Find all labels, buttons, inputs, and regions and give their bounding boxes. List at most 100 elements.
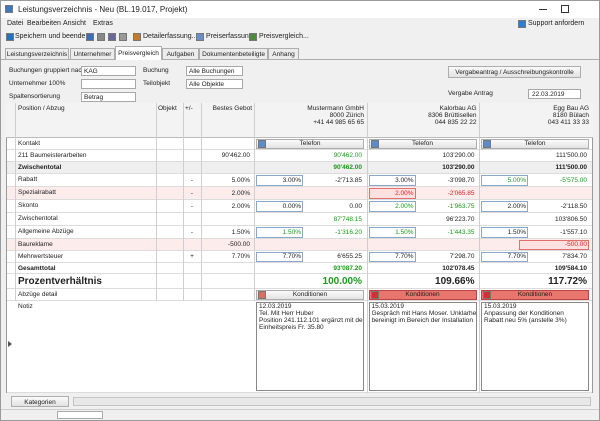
support-link[interactable]: Support anfordern [528, 20, 585, 27]
tab[interactable]: Leistungsverzeichnis [5, 48, 69, 59]
contact-button[interactable] [256, 139, 364, 149]
best-offer: 7.70% [231, 253, 250, 260]
amount-value: 109'584.10 [554, 265, 587, 272]
contact-button[interactable] [368, 139, 477, 149]
row-label: Skonto [18, 202, 39, 209]
percent-input[interactable] [481, 175, 528, 186]
percent-input[interactable] [256, 227, 303, 238]
icon [5, 5, 13, 13]
combo[interactable]: KAG [81, 66, 136, 76]
column-line [183, 103, 184, 301]
grid-row [7, 213, 592, 226]
company-name: Egg Bau AG [553, 105, 589, 112]
note-line: bereinigt im Bereich der Installation [371, 317, 474, 324]
amount-value: 111'500.00 [555, 164, 587, 171]
close-button[interactable] [583, 4, 593, 14]
contact-button[interactable] [481, 139, 589, 149]
column-line [367, 103, 368, 301]
row-label: Notiz [18, 303, 33, 310]
grid-row [7, 263, 592, 274]
toolbar-button[interactable]: Detailerfassung... [143, 33, 195, 40]
icon [518, 20, 526, 28]
note-line: 15.03.2019 [371, 303, 405, 310]
row-sign: - [190, 229, 194, 236]
percent-input[interactable] [256, 175, 303, 186]
award-button[interactable]: Vergabeantrag / Ausschreibungskontrolle [448, 66, 581, 78]
toolbar-button[interactable]: Preisvergleich... [259, 33, 309, 40]
amount-value: 103'806.50 [555, 216, 587, 223]
amount-value: -1'963.75 [447, 203, 475, 210]
grid-row [7, 150, 592, 162]
percent-input[interactable] [256, 201, 303, 212]
tab[interactable]: Anhang [268, 48, 299, 59]
menu-item[interactable]: Extras [93, 20, 113, 27]
percent-input[interactable] [256, 252, 303, 262]
row-label: Allgemeine Abzüge [18, 228, 74, 235]
percent-input[interactable] [368, 227, 416, 238]
menu-item[interactable]: Datei [7, 20, 24, 27]
date-input[interactable]: 22.03.2019 [528, 89, 581, 99]
menu-item[interactable]: Bearbeiten [27, 20, 61, 27]
amount-value: -1'443.35 [447, 229, 475, 236]
combo[interactable]: Alle Objekte [186, 79, 243, 89]
amount-value: -1'557.10 [560, 229, 587, 236]
icon [258, 140, 266, 148]
tab-strip-line [1, 59, 599, 60]
tab[interactable]: Dokumentenbeteiligte [199, 48, 268, 59]
column-line [254, 103, 255, 301]
note-box [481, 302, 589, 391]
amount-input[interactable] [519, 240, 589, 250]
icon [119, 33, 127, 41]
percent-value: 2.00% [395, 190, 414, 197]
contact-label: Telefon [524, 140, 546, 147]
toolbar-button[interactable]: Speichern und beenden [15, 33, 85, 40]
row-label: Rabatt [18, 176, 38, 183]
filter-label: Buchung [143, 67, 169, 74]
contact-label: Telefon [412, 140, 433, 147]
tab[interactable]: Aufgaben [162, 48, 199, 59]
conditions-button[interactable] [481, 290, 589, 300]
row-indicator [8, 341, 12, 347]
combo[interactable]: Alle Buchungen [186, 66, 243, 76]
company-city: 8306 Brüttisellen [428, 112, 477, 119]
combo[interactable] [81, 79, 136, 89]
icon [483, 291, 491, 299]
combo[interactable]: Betrag [81, 92, 136, 102]
percent-input[interactable] [481, 201, 528, 212]
column-header: Position / Abzug [18, 105, 65, 112]
percent-value: 7.70% [507, 253, 526, 260]
icon [258, 291, 266, 299]
percent-input[interactable] [368, 252, 416, 262]
icon [483, 140, 491, 148]
row-label: 211 Baumeisterarbeiten [18, 152, 87, 159]
amount-value: 96'223.70 [446, 216, 475, 223]
amount-value: -500.00 [564, 241, 587, 248]
menu-item[interactable]: Ansicht [63, 20, 86, 27]
note-line: 15.03.2019 [484, 303, 517, 310]
title-bar [1, 1, 599, 18]
percent-input[interactable] [368, 175, 416, 186]
note-line: Position 241.112.101 ergänzt mit dem [259, 317, 363, 324]
company-phone: 043 411 33 33 [547, 119, 589, 126]
tab[interactable]: Preisvergleich [115, 46, 162, 60]
status-field [57, 411, 103, 419]
best-offer: -500.00 [227, 241, 250, 248]
note-box [256, 302, 364, 391]
amount-value: 93'087.20 [333, 265, 362, 272]
percent-input[interactable] [481, 252, 528, 262]
amount-value: 111'500.00 [555, 152, 587, 159]
percent-value: 2.00% [507, 203, 526, 210]
toolbar-button[interactable]: Preiserfassung... [206, 33, 251, 40]
percent-input[interactable] [481, 227, 528, 238]
conditions-button[interactable] [256, 290, 364, 300]
column-line [201, 103, 202, 301]
percent-input[interactable] [368, 201, 416, 212]
tab[interactable]: Unternehmer [70, 48, 115, 59]
conditions-button[interactable] [368, 290, 477, 300]
row-label: Prozentverhältnis [18, 276, 102, 287]
footer-button[interactable]: Kategorien [11, 396, 69, 407]
maximize-button[interactable] [561, 5, 569, 13]
minimize-button[interactable] [539, 9, 547, 10]
amount-value: 7'298.70 [449, 253, 475, 260]
percent-input[interactable] [368, 188, 416, 199]
